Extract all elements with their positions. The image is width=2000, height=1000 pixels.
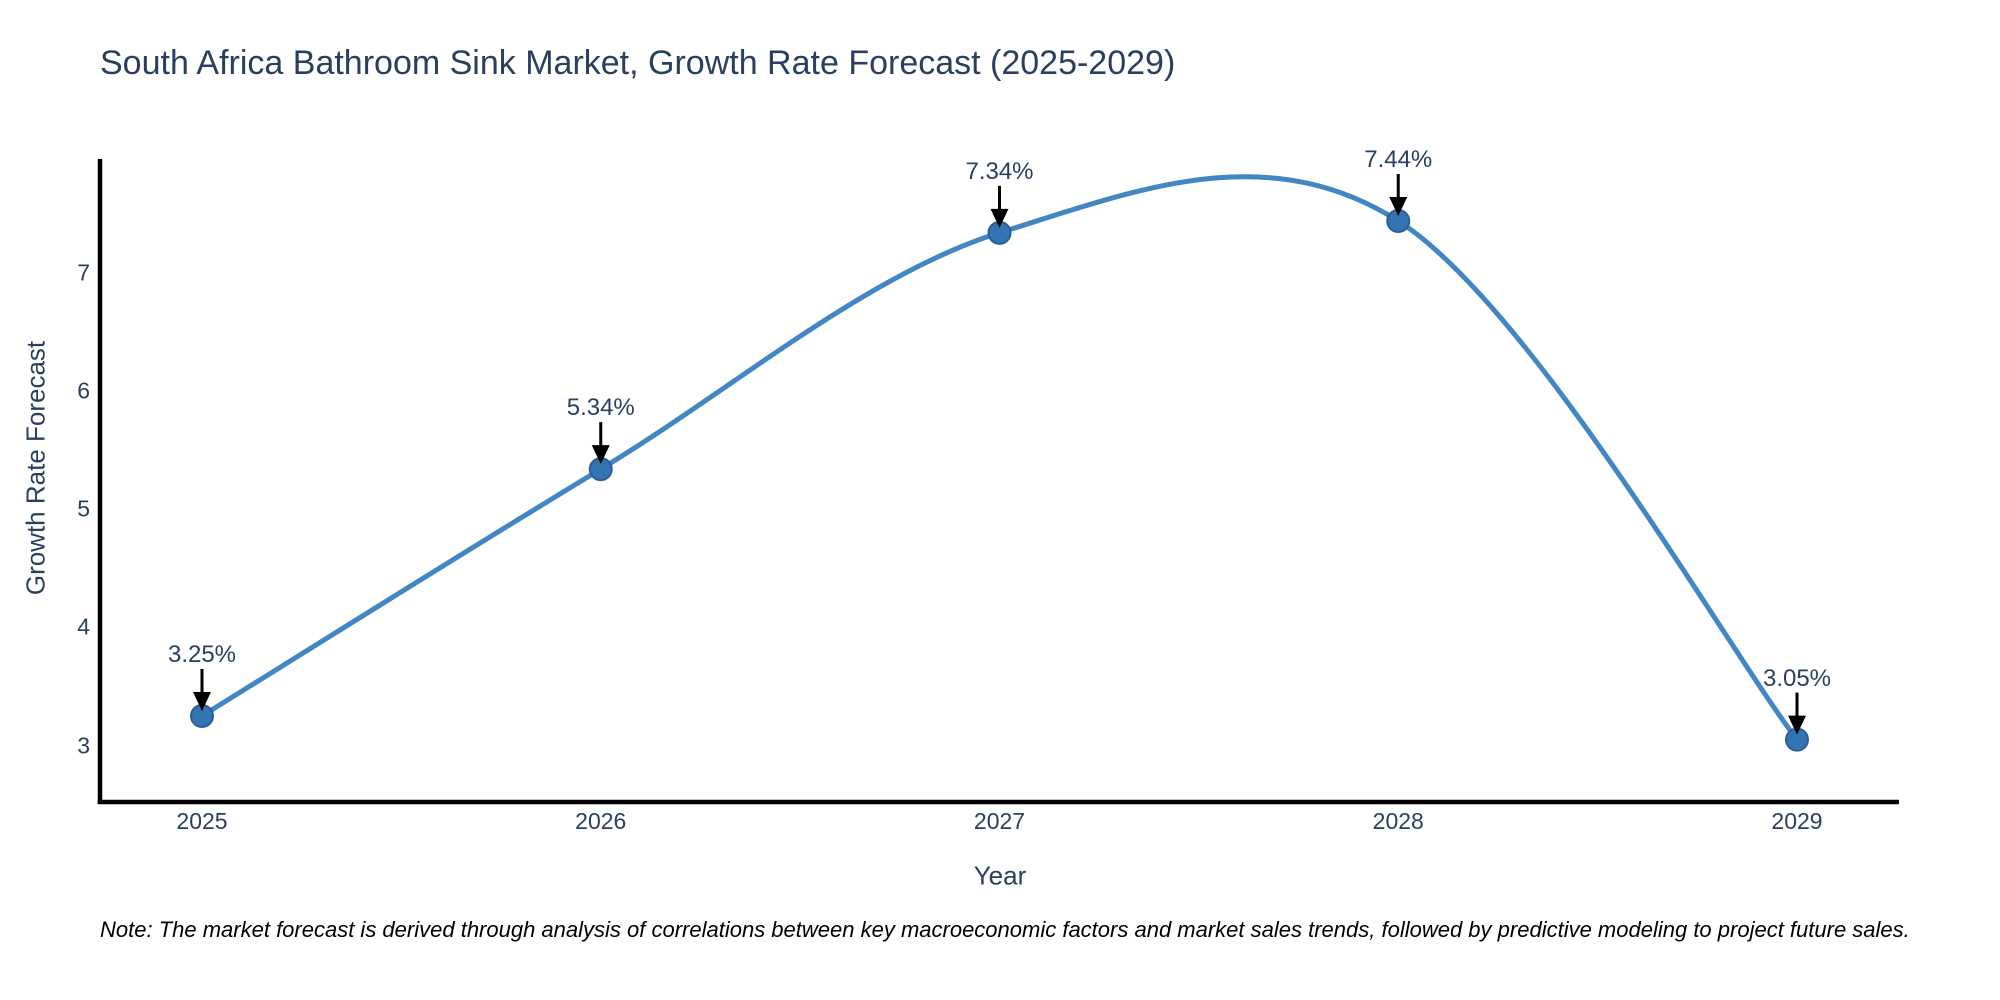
annotation-arrow-head xyxy=(1788,715,1806,735)
x-axis-title: Year xyxy=(973,860,1027,891)
x-axis-tick-label: 2029 xyxy=(1771,808,1823,834)
data-point-markers xyxy=(190,209,1809,752)
annotation-arrow-head xyxy=(1389,197,1408,217)
forecast-spline-curve xyxy=(199,174,1800,743)
x-axis-tick-label: 2027 xyxy=(973,808,1026,834)
chart-title: South Africa Bathroom Sink Market, Growt… xyxy=(100,44,1176,82)
annotation-arrows xyxy=(193,174,1806,735)
y-axis-tick-label: 5 xyxy=(77,495,90,522)
x-axis-tick-label: 2026 xyxy=(575,808,627,834)
y-axis-tick-label: 6 xyxy=(77,377,90,404)
x-axis-tick-label: 2025 xyxy=(176,808,228,834)
point-value-label: 3.05% xyxy=(1762,664,1832,692)
point-value-label: 7.34% xyxy=(965,157,1034,185)
point-value-label: 3.25% xyxy=(167,640,237,668)
point-value-label: 5.34% xyxy=(566,394,635,422)
annotation-arrow-head xyxy=(193,691,211,711)
annotation-arrow-head xyxy=(990,208,1009,228)
x-axis-tick-label: 2028 xyxy=(1372,808,1424,834)
y-axis-tick-label: 4 xyxy=(77,613,90,640)
annotation-arrow-head xyxy=(591,445,610,465)
point-value-label: 7.44% xyxy=(1364,146,1433,174)
y-axis-tick-label: 3 xyxy=(77,732,90,758)
footnote: Note: The market forecast is derived thr… xyxy=(100,917,1910,942)
y-axis-tick-label: 7 xyxy=(77,259,90,286)
